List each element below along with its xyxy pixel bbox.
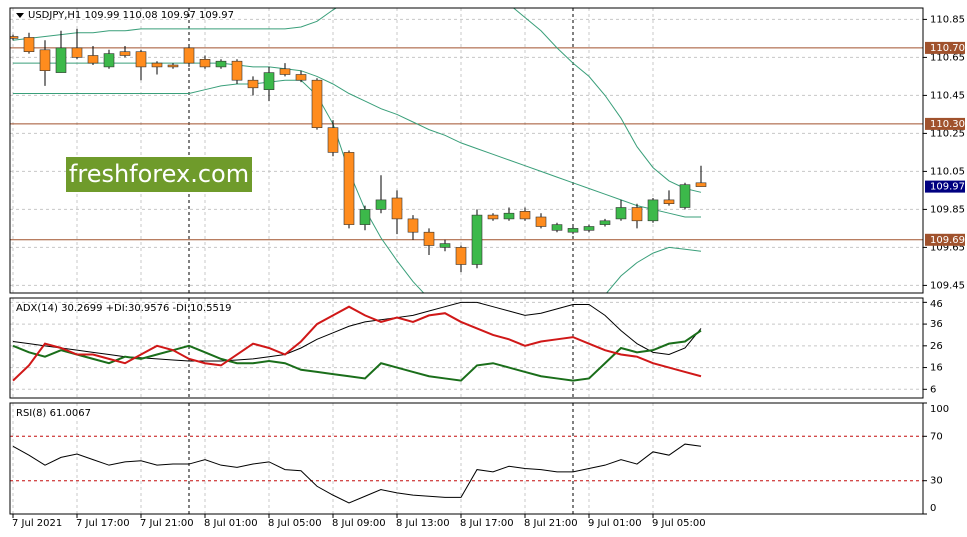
x-tick-label: 8 Jul 01:00	[204, 518, 258, 529]
watermark: freshforex.com	[69, 160, 249, 188]
y-tick-label: 109.65	[930, 242, 965, 253]
y-tick-label: 46	[930, 299, 943, 310]
y-tick-label: 110.05	[930, 166, 965, 177]
candle-body	[615, 207, 627, 220]
x-tick-label: 7 Jul 2021	[12, 518, 62, 529]
y-tick-label: 100	[930, 404, 949, 415]
indicator-line	[12, 8, 702, 193]
candle-body	[535, 216, 547, 227]
y-tick-label: 0	[930, 503, 936, 514]
indicator-title: ADX(14) 30.2699 +DI:30.9576 -DI:10.5519	[16, 303, 232, 314]
candle-body	[231, 60, 243, 81]
y-tick-label: 26	[930, 341, 943, 352]
candle-body	[183, 47, 195, 64]
indicator-line	[12, 329, 702, 382]
candle-body	[295, 74, 307, 81]
x-tick-label: 9 Jul 01:00	[588, 518, 642, 529]
y-tick-label: 109.85	[930, 204, 965, 215]
y-tick-label: 16	[930, 363, 943, 374]
indicator-line	[12, 443, 702, 504]
candle-body	[119, 51, 131, 56]
candle-body	[503, 212, 515, 220]
candle-body	[407, 218, 419, 233]
candle-body	[87, 55, 99, 64]
x-tick-label: 9 Jul 05:00	[652, 518, 706, 529]
price-level-tag	[925, 233, 965, 246]
candle-body	[135, 51, 147, 68]
candle-body	[663, 199, 675, 204]
panel-border	[9, 297, 924, 399]
candle-body	[199, 58, 211, 68]
candle-body	[631, 207, 643, 222]
y-tick-label: 110.85	[930, 14, 965, 25]
candle-body	[583, 226, 595, 231]
candle-body	[423, 231, 435, 246]
indicator-line	[12, 305, 702, 382]
candle-body	[103, 53, 115, 68]
candle-body	[311, 79, 323, 128]
candle-body	[599, 220, 611, 225]
candle-body	[215, 60, 227, 68]
x-tick-label: 8 Jul 17:00	[460, 518, 514, 529]
candle-body	[471, 214, 483, 265]
panel-border	[9, 7, 924, 294]
y-tick-label: 6	[930, 384, 936, 395]
candle-body	[279, 68, 291, 75]
candle-body	[647, 199, 659, 222]
price-level-label: 110.30	[930, 119, 965, 130]
indicator-line	[13, 62, 701, 218]
y-tick-label: 30	[930, 476, 943, 487]
price-level-label: 109.69	[930, 235, 965, 246]
price-level-tag	[925, 41, 965, 54]
price-level-label: 110.70	[930, 43, 965, 54]
x-tick-label: 7 Jul 21:00	[140, 518, 194, 529]
candle-body	[71, 47, 83, 58]
candle-body	[519, 211, 531, 220]
x-tick-label: 8 Jul 21:00	[524, 518, 578, 529]
candle-body	[455, 247, 467, 265]
candle-body	[39, 49, 51, 71]
candle-body	[391, 197, 403, 220]
candle-body	[327, 127, 339, 153]
indicator-title: RSI(8) 61.0067	[16, 408, 91, 419]
y-tick-label: 36	[930, 319, 943, 330]
x-tick-label: 8 Jul 09:00	[332, 518, 386, 529]
panel-border	[9, 402, 924, 515]
x-tick-label: 7 Jul 17:00	[76, 518, 130, 529]
candle-body	[263, 72, 275, 90]
candle-body	[10, 36, 19, 39]
candle-body	[359, 209, 371, 225]
candle-body	[343, 152, 355, 225]
candle-body	[247, 79, 259, 89]
y-tick-label: 110.25	[930, 128, 965, 139]
candle-body	[487, 214, 499, 220]
current-price-tag	[925, 180, 965, 193]
y-tick-label: 110.65	[930, 52, 965, 63]
candle-body	[55, 47, 67, 73]
candle-body	[567, 228, 579, 233]
indicator-line	[13, 79, 702, 293]
x-tick-label: 8 Jul 13:00	[396, 518, 450, 529]
candle-body	[151, 62, 163, 68]
candle-body	[695, 182, 707, 187]
candle-body	[679, 184, 691, 208]
x-tick-label: 8 Jul 05:00	[268, 518, 322, 529]
y-tick-label: 109.45	[930, 280, 965, 291]
chart-title: USDJPY,H1 109.99 110.08 109.97 109.97	[28, 10, 234, 21]
watermark-box	[66, 157, 252, 192]
menu-arrow	[16, 13, 24, 18]
y-tick-label: 110.45	[930, 90, 965, 101]
candle-body	[375, 199, 387, 210]
candle-body	[439, 243, 451, 248]
candle-body	[167, 64, 179, 68]
candle-body	[23, 37, 35, 53]
price-level-tag	[925, 117, 965, 130]
current-price-label: 109.97	[930, 182, 965, 193]
y-tick-label: 70	[930, 431, 943, 442]
candle-body	[551, 224, 563, 231]
